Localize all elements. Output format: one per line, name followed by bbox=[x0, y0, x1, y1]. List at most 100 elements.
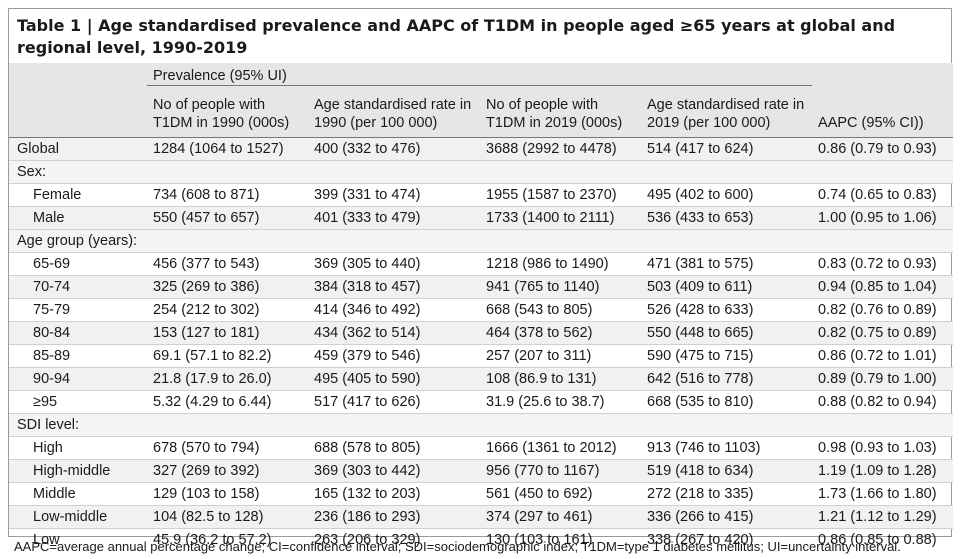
table-footnote: AAPC=average annual percentage change; C… bbox=[14, 539, 901, 554]
table-cell: 401 (333 to 479) bbox=[308, 206, 480, 230]
table-cell: 0.82 (0.75 to 0.89) bbox=[812, 321, 954, 345]
section-row: Sex: bbox=[9, 160, 954, 184]
table-cell: 3688 (2992 to 4478) bbox=[480, 137, 641, 161]
table-cell: 130 (103 to 161) bbox=[480, 528, 641, 551]
row-label: ≥95 bbox=[9, 390, 147, 414]
table-cell: 495 (405 to 590) bbox=[308, 367, 480, 391]
row-label: 80-84 bbox=[9, 321, 147, 345]
table-cell: 1218 (986 to 1490) bbox=[480, 252, 641, 276]
table-cell: 369 (303 to 442) bbox=[308, 459, 480, 483]
table-cell: 257 (207 to 311) bbox=[480, 344, 641, 368]
section-row: Age group (years): bbox=[9, 229, 954, 253]
table-cell: 550 (448 to 665) bbox=[641, 321, 813, 345]
table-row: 65-69 456 (377 to 543) 369 (305 to 440) 121… bbox=[9, 252, 954, 276]
header-count-2019: No of people with T1DM in 2019 (000s) bbox=[480, 85, 641, 138]
table-row: 70-74 325 (269 to 386) 384 (318 to 457) 941… bbox=[9, 275, 954, 299]
table-cell: 434 (362 to 514) bbox=[308, 321, 480, 345]
table-cell: 561 (450 to 692) bbox=[480, 482, 641, 506]
table-cell: 153 (127 to 181) bbox=[147, 321, 308, 345]
header-count-1990: No of people with T1DM in 1990 (000s) bbox=[147, 85, 308, 138]
table-cell: 514 (417 to 624) bbox=[641, 137, 813, 161]
table-row: Male 550 (457 to 657) 401 (333 to 479) 1733… bbox=[9, 206, 954, 230]
row-label: High-middle bbox=[9, 459, 147, 483]
header-aapc: AAPC (95% CI)) bbox=[812, 85, 954, 138]
row-label: Middle bbox=[9, 482, 147, 506]
table-cell: 69.1 (57.1 to 82.2) bbox=[147, 344, 308, 368]
table-row: 75-79 254 (212 to 302) 414 (346 to 492) 668… bbox=[9, 298, 954, 322]
section-label: SDI level: bbox=[9, 413, 954, 437]
table-cell: 0.88 (0.82 to 0.94) bbox=[812, 390, 954, 414]
table-cell: 688 (578 to 805) bbox=[308, 436, 480, 460]
table-cell: 459 (379 to 546) bbox=[308, 344, 480, 368]
table-cell: 0.86 (0.79 to 0.93) bbox=[812, 137, 954, 161]
table-cell: 21.8 (17.9 to 26.0) bbox=[147, 367, 308, 391]
table-cell: 1733 (1400 to 2111) bbox=[480, 206, 641, 230]
table-cell: 642 (516 to 778) bbox=[641, 367, 813, 391]
table-cell: 327 (269 to 392) bbox=[147, 459, 308, 483]
table-frame: Table 1 | Age standardised prevalence an… bbox=[8, 8, 954, 551]
header-row-group: Prevalence (95% UI) bbox=[9, 63, 954, 86]
table-title: Table 1 | Age standardised prevalence an… bbox=[17, 16, 896, 57]
table-cell: 495 (402 to 600) bbox=[641, 183, 813, 207]
table-row: High 678 (570 to 794) 688 (578 to 805) 1666… bbox=[9, 436, 954, 460]
table-cell: 384 (318 to 457) bbox=[308, 275, 480, 299]
table-cell: 0.86 (0.72 to 1.01) bbox=[812, 344, 954, 368]
row-label: 65-69 bbox=[9, 252, 147, 276]
table-cell: 456 (377 to 543) bbox=[147, 252, 308, 276]
table-row: Low 45.9 (36.2 to 57.2) 263 (206 to 329) 13… bbox=[9, 528, 954, 551]
section-label: Age group (years): bbox=[9, 229, 954, 253]
header-blank bbox=[9, 63, 147, 86]
table-cell: 236 (186 to 293) bbox=[308, 505, 480, 529]
table-cell: 399 (331 to 474) bbox=[308, 183, 480, 207]
table-row: 90-94 21.8 (17.9 to 26.0) 495 (405 to 590)… bbox=[9, 367, 954, 391]
table-cell: 1.19 (1.09 to 1.28) bbox=[812, 459, 954, 483]
table-cell: 272 (218 to 335) bbox=[641, 482, 813, 506]
table-cell: 338 (267 to 420) bbox=[641, 528, 813, 551]
table-cell: 0.83 (0.72 to 0.93) bbox=[812, 252, 954, 276]
table-cell: 374 (297 to 461) bbox=[480, 505, 641, 529]
table-cell: 517 (417 to 626) bbox=[308, 390, 480, 414]
header-rate-2019: Age standardised rate in 2019 (per 100 0… bbox=[641, 85, 813, 138]
row-label: Low-middle bbox=[9, 505, 147, 529]
table-row: ≥95 5.32 (4.29 to 6.44) 517 (417 to 626) 31… bbox=[9, 390, 954, 414]
header-label-col bbox=[9, 85, 147, 138]
prevalence-group-header: Prevalence (95% UI) bbox=[147, 63, 813, 86]
header-rate-1990: Age standardised rate in 1990 (per 100 0… bbox=[308, 85, 480, 138]
row-label: Male bbox=[9, 206, 147, 230]
table-cell: 129 (103 to 158) bbox=[147, 482, 308, 506]
table-row: 80-84 153 (127 to 181) 434 (362 to 514) 464… bbox=[9, 321, 954, 345]
header-row-columns: No of people with T1DM in 1990 (000s) Ag… bbox=[9, 85, 954, 138]
table-row: 85-89 69.1 (57.1 to 82.2) 459 (379 to 546)… bbox=[9, 344, 954, 368]
row-label: Female bbox=[9, 183, 147, 207]
row-label: High bbox=[9, 436, 147, 460]
row-label: 75-79 bbox=[9, 298, 147, 322]
table-cell: 536 (433 to 653) bbox=[641, 206, 813, 230]
table-cell: 734 (608 to 871) bbox=[147, 183, 308, 207]
table-row: Female 734 (608 to 871) 399 (331 to 474) 19… bbox=[9, 183, 954, 207]
row-label: 85-89 bbox=[9, 344, 147, 368]
table-cell: 1.00 (0.95 to 1.06) bbox=[812, 206, 954, 230]
table-cell: 0.86 (0.85 to 0.88) bbox=[812, 528, 954, 551]
table-cell: 550 (457 to 657) bbox=[147, 206, 308, 230]
table-cell: 0.74 (0.65 to 0.83) bbox=[812, 183, 954, 207]
header-blank-right bbox=[812, 63, 954, 86]
table-row: High-middle 327 (269 to 392) 369 (303 to 4… bbox=[9, 459, 954, 483]
table-cell: 263 (206 to 329) bbox=[308, 528, 480, 551]
table-cell: 369 (305 to 440) bbox=[308, 252, 480, 276]
table-cell: 45.9 (36.2 to 57.2) bbox=[147, 528, 308, 551]
table-cell: 0.94 (0.85 to 1.04) bbox=[812, 275, 954, 299]
row-label: Low bbox=[9, 528, 147, 551]
row-label: 70-74 bbox=[9, 275, 147, 299]
table-cell: 464 (378 to 562) bbox=[480, 321, 641, 345]
table-cell: 590 (475 to 715) bbox=[641, 344, 813, 368]
table-cell: 503 (409 to 611) bbox=[641, 275, 813, 299]
table-cell: 254 (212 to 302) bbox=[147, 298, 308, 322]
table-cell: 668 (535 to 810) bbox=[641, 390, 813, 414]
section-label: Sex: bbox=[9, 160, 954, 184]
table-cell: 414 (346 to 492) bbox=[308, 298, 480, 322]
table-cell: 668 (543 to 805) bbox=[480, 298, 641, 322]
table-cell: 0.82 (0.76 to 0.89) bbox=[812, 298, 954, 322]
table-cell: 1955 (1587 to 2370) bbox=[480, 183, 641, 207]
section-row: SDI level: bbox=[9, 413, 954, 437]
table-cell: 336 (266 to 415) bbox=[641, 505, 813, 529]
